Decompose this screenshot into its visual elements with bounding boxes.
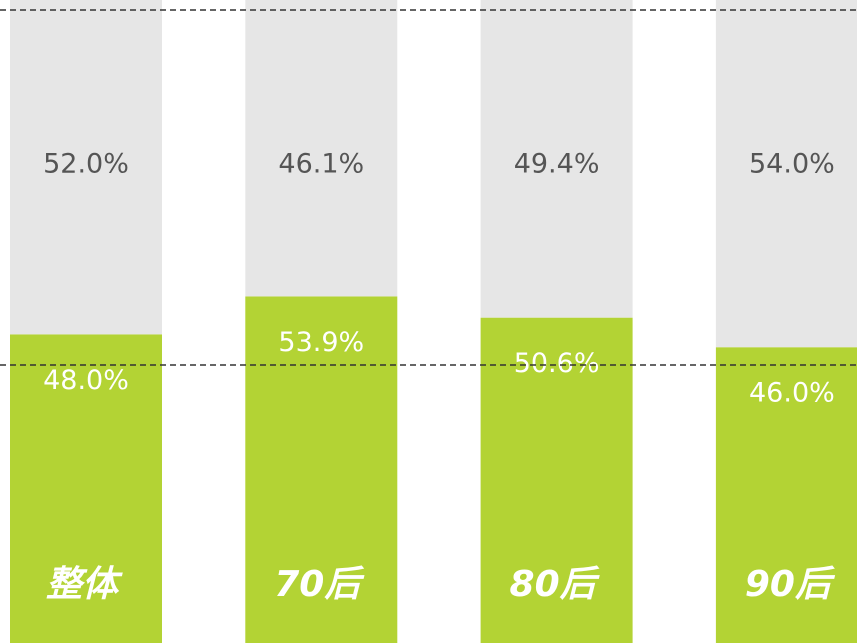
bar-segment [715, 347, 857, 643]
bar-segment [10, 0, 162, 335]
category-label: 整体 [46, 564, 123, 605]
category-label: 80后 [510, 564, 601, 605]
data-label: 48.0% [43, 365, 129, 396]
category-label: 70后 [274, 564, 365, 605]
data-label: 50.6% [514, 348, 600, 379]
bar-segment [245, 0, 398, 297]
bar-segment [10, 334, 162, 643]
data-label: 54.0% [749, 149, 835, 180]
bar-segment [715, 0, 857, 348]
bar-segment [480, 317, 633, 643]
bar-segment [480, 0, 633, 318]
data-label: 52.0% [43, 149, 129, 180]
data-label: 46.0% [749, 378, 835, 409]
bar-segment [245, 296, 398, 643]
category-label: 90后 [745, 564, 836, 605]
data-label: 53.9% [278, 327, 364, 358]
data-label: 46.1% [278, 149, 364, 180]
data-label: 49.4% [514, 149, 600, 180]
